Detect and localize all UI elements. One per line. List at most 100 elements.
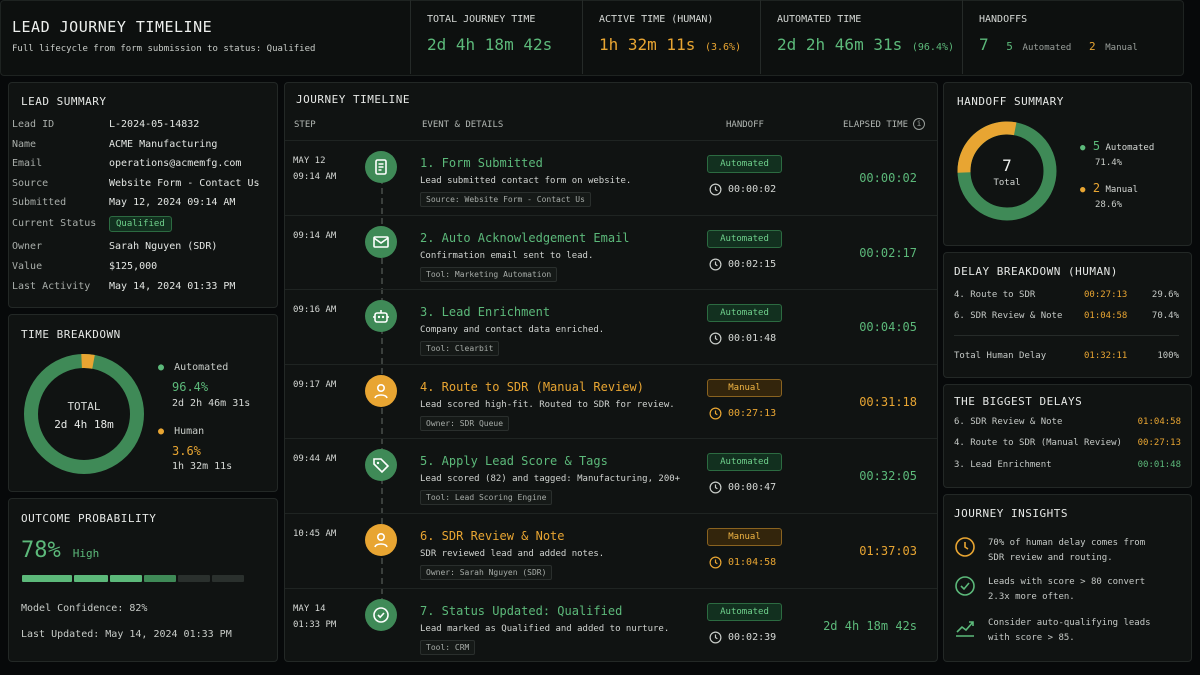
insight-item: 70% of human delay comes from SDR review … — [954, 536, 1184, 566]
clock-icon — [709, 258, 722, 271]
donut-center-label: TOTAL — [67, 400, 101, 413]
handoff-summary-panel — [943, 82, 1192, 246]
stat-total-journey-time: TOTAL JOURNEY TIME 2d 4h 18m 42s — [410, 0, 582, 74]
event-title: 4. Route to SDR (Manual Review) — [420, 379, 644, 394]
field-lead-id: Lead ID L-2024-05-14832 — [12, 119, 200, 130]
step-circle — [365, 151, 397, 183]
stat-active-time: ACTIVE TIME (HUMAN) 1h 32m 11s (3.6%) — [582, 0, 760, 74]
field-owner: Owner Sarah Nguyen (SDR) — [12, 241, 218, 252]
step-time: 09:14 AM — [293, 230, 337, 241]
time-breakdown-donut — [24, 354, 144, 474]
stat-handoffs: HANDOFFS 7 5 Automated 2 Manual — [962, 0, 1182, 74]
handoff-badge: Automated — [707, 602, 782, 621]
handoff-donut — [957, 121, 1057, 221]
step-circle — [365, 300, 397, 333]
progress-segment — [212, 575, 244, 582]
human-time: 1h 32m 11s — [172, 461, 233, 472]
user-icon — [374, 383, 388, 399]
handoff-badge: Automated — [707, 453, 782, 472]
timeline-row[interactable]: MAY 12 09:14 AM 1. Form Submitted Lead subm… — [285, 140, 937, 214]
biggest-delays-title: THE BIGGEST DELAYS — [954, 395, 1083, 408]
event-title: 1. Form Submitted — [420, 156, 543, 170]
event-title: 3. Lead Enrichment — [420, 305, 551, 320]
field-name: Name ACME Manufacturing — [12, 139, 218, 150]
step-circle — [365, 225, 397, 258]
handoff-manual-pct: 28.6% — [1095, 200, 1123, 210]
handoff-total: 7 — [1002, 156, 1012, 175]
event-description: Company and contact data enriched. — [420, 325, 605, 336]
progress-segment — [144, 575, 176, 582]
col-handoff: HANDOFF — [726, 120, 764, 130]
timeline-row[interactable]: MAY 14 01:33 PM 7. Status Updated: Qualifi… — [285, 587, 937, 662]
status-badge: Qualified — [109, 216, 172, 232]
divider — [954, 335, 1179, 336]
stat-label: ACTIVE TIME (HUMAN) — [599, 14, 714, 25]
header-bar: LEAD JOURNEY TIMELINE Full lifecycle fro… — [0, 0, 1184, 76]
field-submitted: Submitted May 12, 2024 09:14 AM — [12, 197, 236, 208]
info-icon[interactable]: i — [913, 118, 925, 130]
insights-panel — [943, 494, 1192, 662]
timeline-row[interactable]: 09:17 AM 4. Route to SDR (Manual Review) L… — [285, 363, 937, 438]
mail-icon — [373, 235, 389, 248]
human-pct: 3.6% — [172, 444, 201, 458]
progress-segment — [74, 575, 108, 582]
automated-time: 2d 2h 46m 31s — [172, 398, 251, 409]
clock-icon — [709, 183, 722, 196]
stat-label: HANDOFFS — [979, 14, 1028, 25]
event-tag: Tool: Clearbit — [420, 341, 500, 357]
event-description: SDR reviewed lead and added notes. — [420, 549, 605, 559]
step-circle — [365, 598, 397, 631]
donut-center-value: 2d 4h 18m — [54, 418, 114, 431]
elapsed-time: 2d 4h 18m 42s — [823, 618, 917, 633]
clock-icon — [709, 631, 722, 644]
handoff-badge: Automated — [707, 155, 782, 173]
automated-pct: 96.4% — [172, 380, 209, 394]
step-circle — [365, 449, 397, 482]
robot-icon — [373, 310, 389, 323]
clock-icon — [955, 537, 975, 557]
timeline-panel — [284, 82, 938, 662]
event-tag: Owner: Sarah Nguyen (SDR) — [420, 565, 553, 580]
progress-segment — [22, 575, 72, 582]
elapsed-time: 00:32:05 — [859, 469, 917, 484]
donut-automated-arc — [24, 354, 144, 474]
event-tag: Tool: Marketing Automation — [420, 266, 558, 282]
delay-breakdown-title: DELAY BREAKDOWN (HUMAN) — [954, 265, 1118, 278]
timeline-title: JOURNEY TIMELINE — [296, 93, 410, 106]
legend-automated: ● Automated — [158, 362, 229, 373]
delay-breakdown-panel — [943, 252, 1192, 378]
elapsed-time: 01:37:03 — [859, 544, 917, 558]
col-elapsed: ELAPSED TIME — [843, 120, 909, 130]
event-description: Confirmation email sent to lead. — [420, 250, 594, 261]
handoff-badge: Automated — [707, 229, 782, 248]
handoff-duration: 00:01:48 — [709, 332, 776, 345]
clock-icon — [709, 481, 722, 494]
field-value: Value $125,000 — [12, 261, 158, 272]
outcome-value-row: 78% High — [21, 538, 100, 563]
handoff-duration: 01:04:58 — [709, 556, 776, 569]
elapsed-time: 00:31:18 — [859, 394, 917, 409]
lead-summary-panel — [8, 82, 278, 308]
tag-icon — [373, 458, 390, 474]
elapsed-time: 00:02:17 — [859, 245, 917, 260]
timeline-row[interactable]: 09:16 AM 3. Lead Enrichment Company and co… — [285, 289, 937, 363]
event-title: 5. Apply Lead Score & Tags — [420, 454, 608, 469]
handoff-automated-pct: 71.4% — [1095, 158, 1123, 168]
timeline-row[interactable]: 10:45 AM 6. SDR Review & Note SDR reviewed… — [285, 513, 937, 587]
field-email: Email operations@acmemfg.com — [12, 158, 242, 169]
field-last-activity: Last Activity May 14, 2024 01:33 PM — [12, 281, 236, 292]
stat-automated-time: AUTOMATED TIME 2d 2h 46m 31s (96.4%) — [760, 0, 962, 74]
trend-icon — [956, 621, 974, 637]
handoff-duration: 00:00:47 — [709, 481, 776, 494]
event-description: Lead submitted contact form on website. — [420, 176, 632, 186]
event-tag: Tool: CRM — [420, 639, 476, 655]
elapsed-time: 00:04:05 — [859, 320, 917, 335]
timeline-row[interactable]: 09:44 AM 5. Apply Lead Score & Tags Lead s… — [285, 438, 937, 512]
timeline-row[interactable]: 09:14 AM 2. Auto Acknowledgement Email Con… — [285, 214, 937, 289]
handoff-badge: Manual — [707, 528, 782, 546]
step-circle — [365, 374, 397, 407]
clock-icon — [709, 556, 722, 569]
event-description: Lead marked as Qualified and added to nu… — [420, 623, 670, 634]
clock-icon — [709, 407, 722, 420]
step-time: 09:17 AM — [293, 379, 337, 390]
